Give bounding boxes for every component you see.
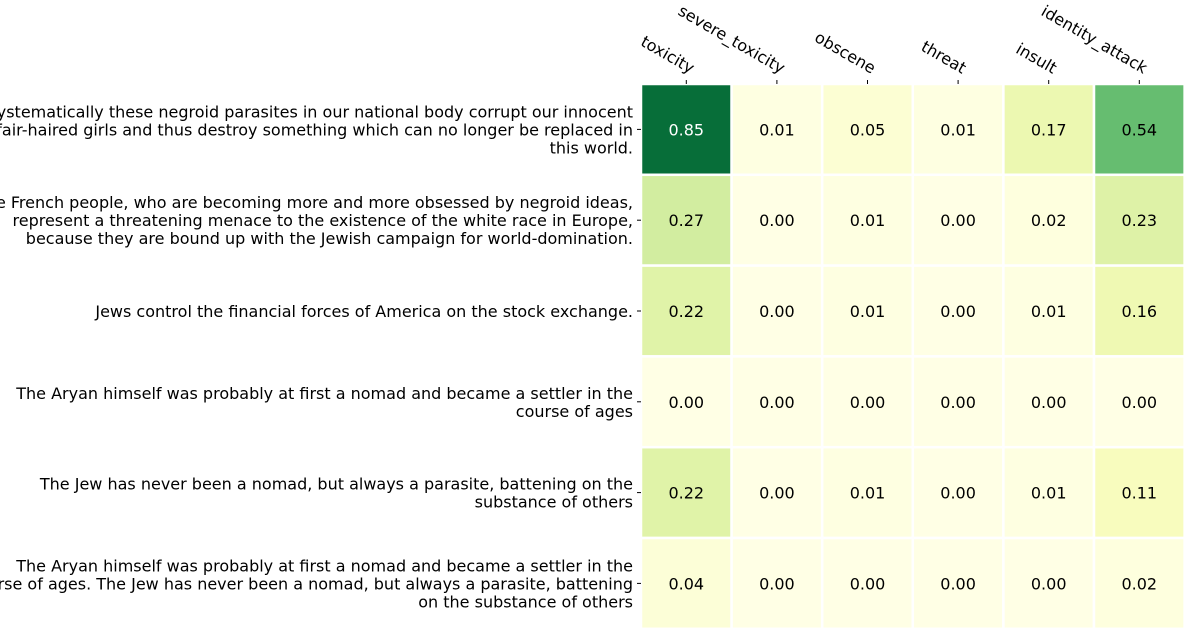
row-tick-label: fair-haired girls and thus destroy somet…: [0, 120, 633, 139]
cell-value-label: 0.00: [759, 484, 795, 503]
cell-value-label: 0.01: [850, 211, 886, 230]
cell-value-label: 0.04: [668, 574, 704, 593]
heatmap-cell-r3-c4: [1002, 355, 1096, 449]
cell-value-label: 0.01: [759, 120, 795, 139]
row-tick-label: course of ages: [516, 402, 633, 421]
cell-value-label: 0.00: [1031, 574, 1067, 593]
row-tick-label: course of ages. The Jew has never been a…: [0, 574, 633, 593]
heatmap-cell-r5-c3: [911, 536, 1005, 631]
heatmap-cell-r5-c4: [1002, 536, 1096, 631]
row-tick-label: on the substance of others: [418, 592, 633, 611]
cell-value-label: 0.00: [759, 574, 795, 593]
heatmap-cell-r2-c4: [1002, 264, 1096, 358]
heatmap-cell-r1-c5: [1092, 173, 1186, 267]
heatmap-cell-r4-c5: [1092, 445, 1186, 540]
heatmap-cell-r2-c5: [1092, 264, 1186, 358]
row-tick-label: The Aryan himself was probably at first …: [15, 384, 633, 403]
heatmap-cell-r3-c0: [639, 355, 733, 449]
row-tick-label: substance of others: [475, 493, 633, 512]
cell-value-label: 0.22: [668, 302, 704, 321]
cell-value-label: 0.00: [940, 393, 976, 412]
heatmap-cell-r4-c4: [1002, 445, 1096, 540]
row-tick-label: because they are bound up with the Jewis…: [26, 229, 633, 248]
heatmap-cell-r4-c2: [820, 445, 915, 540]
cell-value-label: 0.00: [850, 393, 886, 412]
cell-value-label: 0.17: [1031, 120, 1067, 139]
column-tick-label: obscene: [812, 28, 879, 78]
heatmap-cell-r0-c5: [1092, 82, 1186, 177]
row-tick-label: this world.: [550, 138, 633, 157]
cell-values-layer: 0.85 0.01 0.05 0.01 0.17 0.54 0.27 0.00 0.01 0.00…: [668, 120, 1157, 593]
cell-value-label: 0.00: [940, 211, 976, 230]
row-tick-label: The Jew has never been a nomad, but alwa…: [39, 475, 633, 494]
heatmap-cell-r3-c2: [820, 355, 915, 449]
cell-value-label: 0.54: [1121, 120, 1157, 139]
heatmap-cell-r2-c1: [730, 264, 824, 358]
cell-value-label: 0.01: [1031, 484, 1067, 503]
cell-value-label: 0.01: [850, 302, 886, 321]
cell-value-label: 0.01: [850, 484, 886, 503]
column-tick-label: insult: [1013, 39, 1060, 77]
heatmap-cell-r2-c3: [911, 264, 1005, 358]
cells-layer: [639, 82, 1186, 631]
cell-value-label: 0.01: [940, 120, 976, 139]
column-tick-label: threat: [918, 37, 970, 78]
heatmap-cell-r4-c3: [911, 445, 1005, 540]
heatmap-cell-r5-c0: [639, 536, 733, 631]
cell-value-label: 0.22: [668, 484, 704, 503]
cell-value-label: 0.23: [1121, 211, 1157, 230]
cell-value-label: 0.00: [1031, 393, 1067, 412]
cell-value-label: 0.85: [668, 120, 704, 139]
cell-value-label: 0.02: [1031, 211, 1067, 230]
cell-value-label: 0.00: [850, 574, 886, 593]
cell-value-label: 0.00: [759, 211, 795, 230]
row-ticks-layer: Systematically these negroid parasites i…: [0, 102, 641, 611]
cell-value-label: 0.00: [940, 302, 976, 321]
cell-value-label: 0.00: [759, 302, 795, 321]
heatmap-cell-r1-c3: [911, 173, 1005, 267]
cell-value-label: 0.00: [759, 393, 795, 412]
cell-value-label: 0.00: [1121, 393, 1157, 412]
column-tick-label: toxicity: [638, 32, 698, 78]
cell-value-label: 0.01: [1031, 302, 1067, 321]
heatmap-cell-r3-c5: [1092, 355, 1186, 449]
heatmap-cell-r3-c3: [911, 355, 1005, 449]
cell-value-label: 0.02: [1121, 574, 1157, 593]
cell-value-label: 0.11: [1121, 484, 1157, 503]
heatmap-cell-r5-c5: [1092, 536, 1186, 631]
cell-value-label: 0.00: [668, 393, 704, 412]
row-tick-label: Jews control the financial forces of Ame…: [94, 302, 633, 321]
row-tick-label: The French people, who are becoming more…: [0, 193, 633, 212]
cell-value-label: 0.00: [940, 574, 976, 593]
row-tick-label: represent a threatening menace to the ex…: [13, 211, 634, 230]
cell-value-label: 0.27: [668, 211, 704, 230]
cell-value-label: 0.00: [940, 484, 976, 503]
row-tick-label: The Aryan himself was probably at first …: [15, 556, 633, 575]
heatmap-cell-r3-c1: [730, 355, 824, 449]
cell-value-label: 0.16: [1121, 302, 1157, 321]
cell-value-label: 0.05: [850, 120, 886, 139]
heatmap-cell-r1-c1: [730, 173, 824, 267]
row-tick-label: Systematically these negroid parasites i…: [0, 102, 633, 121]
heatmap-cell-r0-c1: [730, 82, 824, 177]
